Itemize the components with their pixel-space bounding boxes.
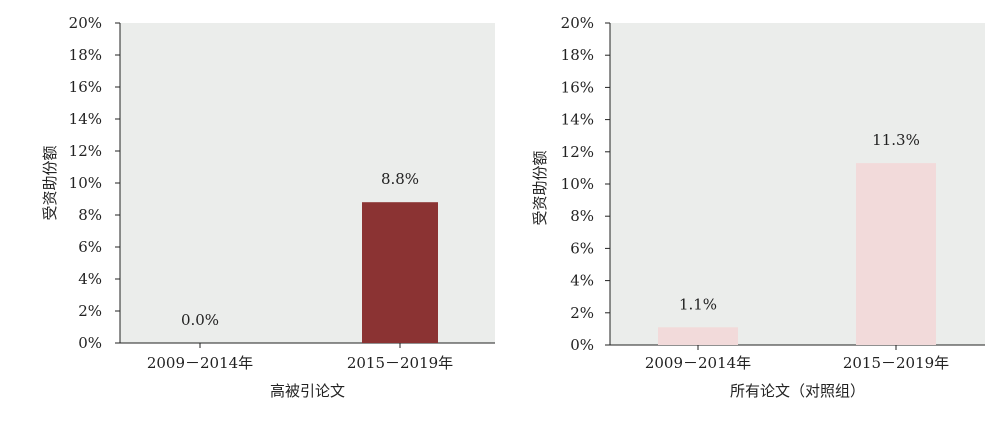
bar-data-label: 0.0% <box>181 311 219 329</box>
y-tick-label: 12% <box>69 142 102 160</box>
y-tick-label: 10% <box>69 174 102 192</box>
y-tick-label: 20% <box>69 14 102 32</box>
y-tick-label: 14% <box>561 111 594 129</box>
y-tick-label: 8% <box>570 207 594 225</box>
y-tick-label: 4% <box>570 272 594 290</box>
left-chart-panel: 0% 2% 4% 6% 8% 10% 12% 14% 16% 18% 20% 0.0% 2009－201… <box>41 14 495 400</box>
y-tick-label: 4% <box>78 270 102 288</box>
y-tick-label: 20% <box>561 14 594 32</box>
bar <box>658 327 738 345</box>
bar-data-label: 11.3% <box>872 131 920 149</box>
bar-data-label: 1.1% <box>679 295 717 313</box>
y-tick-label: 16% <box>69 78 102 96</box>
y-tick-label: 0% <box>570 336 594 354</box>
x-category-label: 2015－2019年 <box>843 354 949 372</box>
y-tick-label: 18% <box>69 46 102 64</box>
plot-background <box>120 23 495 343</box>
y-axis-title: 受资助份额 <box>41 145 59 220</box>
bar-data-label: 8.8% <box>381 170 419 188</box>
x-axis-title: 高被引论文 <box>270 382 345 400</box>
x-category-label: 2015－2019年 <box>347 354 453 372</box>
y-tick-label: 6% <box>570 239 594 257</box>
y-tick-label: 2% <box>570 304 594 322</box>
y-tick-label: 6% <box>78 238 102 256</box>
y-tick-label: 10% <box>561 175 594 193</box>
y-tick-label: 14% <box>69 110 102 128</box>
y-tick-label: 0% <box>78 334 102 352</box>
bar <box>362 202 438 343</box>
y-tick-label: 8% <box>78 206 102 224</box>
y-tick-label: 16% <box>561 78 594 96</box>
y-tick-label: 2% <box>78 302 102 320</box>
x-axis-title: 所有论文（对照组） <box>730 382 865 400</box>
x-category-label: 2009－2014年 <box>147 354 253 372</box>
right-chart-panel: 0% 2% 4% 6% 8% 10% 12% 14% 16% 18% 20% 1.1% 2009－201… <box>531 14 985 400</box>
y-tick-label: 18% <box>561 46 594 64</box>
x-category-label: 2009－2014年 <box>645 354 751 372</box>
y-axis-title: 受资助份额 <box>531 150 549 225</box>
bar <box>856 163 936 345</box>
y-tick-label: 12% <box>561 143 594 161</box>
